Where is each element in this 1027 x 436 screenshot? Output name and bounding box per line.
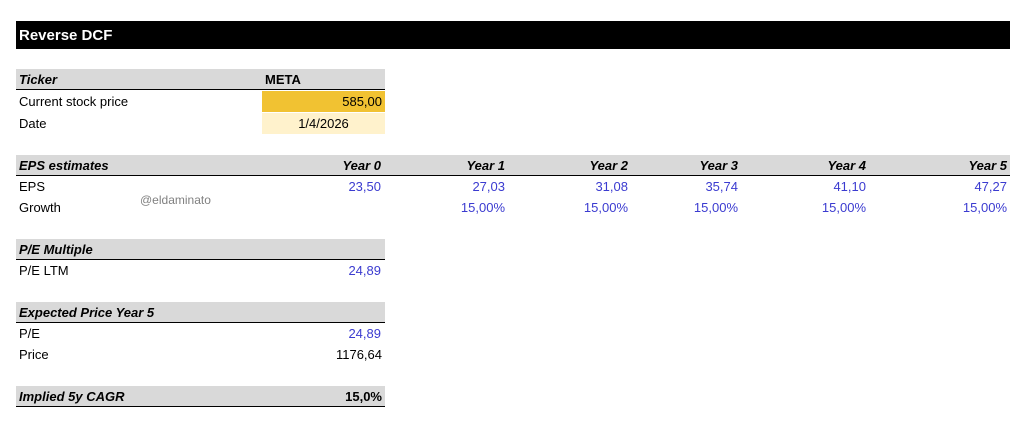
column-header: Year 5 (968, 158, 1007, 173)
section-header-bg (16, 155, 1010, 176)
cell-value: 15,00% (583, 200, 628, 215)
cell-value: 15,00% (962, 200, 1007, 215)
result-label: Implied 5y CAGR (19, 389, 125, 404)
cell-value: 1/4/2026 (298, 116, 349, 131)
row-label: Current stock price (19, 94, 129, 109)
result-bg (16, 386, 385, 407)
cell-value: 1176,64 (335, 347, 382, 362)
section-header-bg (16, 69, 385, 90)
cell-value: 31,08 (595, 179, 628, 194)
cell-value: 15,00% (460, 200, 505, 215)
input-cell (262, 113, 385, 134)
title-bar (16, 21, 1010, 49)
cell-value: 24,89 (348, 326, 381, 341)
cell-value: 15,00% (821, 200, 866, 215)
column-header: Year 2 (589, 158, 628, 173)
input-cell (262, 91, 385, 112)
row-label: Date (19, 116, 47, 131)
row-label: P/E (19, 326, 40, 341)
cell-value: 27,03 (472, 179, 505, 194)
cell-value: 41,10 (833, 179, 866, 194)
column-header: Year 4 (827, 158, 866, 173)
cell-value: 35,74 (705, 179, 738, 194)
section-header: Expected Price Year 5 (19, 305, 155, 320)
ticker-value: META (265, 72, 301, 87)
title: Reverse DCF (19, 27, 113, 44)
row-label: P/E LTM (19, 263, 69, 278)
cell-value: 24,89 (348, 263, 381, 278)
column-header: Year 1 (466, 158, 505, 173)
row-label: EPS (19, 179, 46, 194)
row-label: Price (19, 347, 49, 362)
result-value: 15,0% (345, 389, 382, 404)
section-header: P/E Multiple (19, 242, 93, 257)
column-header: Year 0 (342, 158, 381, 173)
row-label: Growth (19, 200, 61, 215)
cell-value: 23,50 (348, 179, 381, 194)
section-header-bg (16, 302, 385, 323)
section-header: Ticker (19, 72, 58, 87)
section-header: EPS estimates (19, 158, 109, 173)
cell-value: 47,27 (974, 179, 1007, 194)
column-header: Year 3 (699, 158, 738, 173)
cell-value: 585,00 (342, 94, 382, 109)
watermark: @eldaminato (140, 193, 211, 207)
section-header-bg (16, 239, 385, 260)
cell-value: 15,00% (693, 200, 738, 215)
